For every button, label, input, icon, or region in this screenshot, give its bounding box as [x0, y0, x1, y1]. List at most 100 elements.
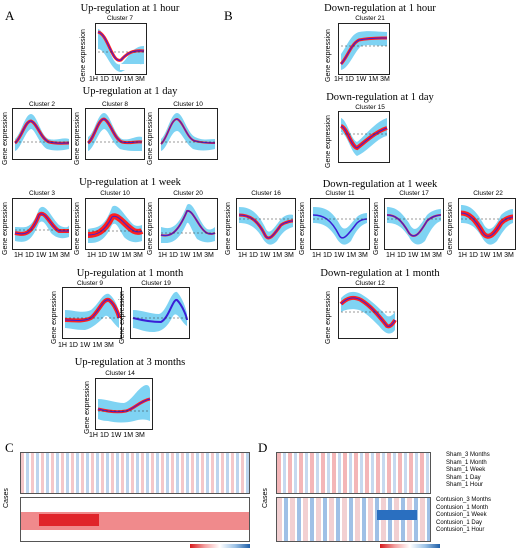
x-ticks-c10b: 1H 1D 1W 1M 3M [87, 252, 143, 259]
cases-label-d: Cases [262, 488, 269, 508]
x-ticks-c16: 1H 1D 1W 1M 3M [238, 252, 294, 259]
x-ticks-c9: 1H 1D 1W 1M 3M [58, 342, 114, 349]
cluster-title-21: Cluster 21 [355, 15, 385, 22]
profile-plot-16 [238, 207, 294, 245]
profile-plot-2 [13, 114, 70, 157]
panel-letter-b: B [224, 8, 233, 23]
section-title-down-1h: Down-regulation at 1 hour [324, 3, 436, 14]
heatmap-c-upper [20, 452, 250, 494]
panel-letter-c: C [5, 440, 14, 455]
cluster-title-15: Cluster 15 [355, 104, 385, 111]
heatmap-c-red-block [39, 514, 99, 526]
profile-plot-22 [460, 205, 514, 245]
section-title-down-1w: Down-regulation at 1 week [322, 179, 438, 190]
cluster-title-14: Cluster 14 [105, 370, 135, 377]
profile-plot-7 [97, 29, 145, 72]
y-label-c11: Gene expression [299, 202, 306, 255]
cluster-plot-17 [384, 198, 444, 250]
section-title-up-1h: Up-regulation at 1 hour [80, 3, 180, 14]
cluster-plot-7 [95, 23, 147, 75]
cluster-plot-14 [95, 378, 153, 430]
cluster-title-2: Cluster 2 [28, 101, 55, 108]
cluster-plot-22 [458, 198, 516, 250]
y-label-c7: Gene expression [80, 29, 87, 82]
section-title-up-1w: Up-regulation at 1 week [79, 177, 181, 188]
cluster-plot-10b [85, 198, 145, 250]
y-label-c15: Gene expression [325, 115, 332, 168]
colorbar-c [190, 544, 250, 548]
cluster-title-8: Cluster 8 [101, 101, 128, 108]
panel-letter-d: D [258, 440, 268, 455]
cluster-title-16: Cluster 16 [251, 190, 281, 197]
section-title-down-1m: Down-regulation at 1 month [320, 268, 440, 279]
y-label-c14: Gene expression [84, 381, 91, 434]
panel-letter-a: A [5, 8, 15, 23]
x-ticks-c17: 1H 1D 1W 1M 3M [386, 252, 442, 259]
y-label-c19: Gene expression [119, 291, 126, 344]
cluster-title-12: Cluster 12 [355, 280, 385, 287]
x-ticks-c14: 1H 1D 1W 1M 3M [89, 432, 145, 439]
cluster-title-11: Cluster 11 [325, 190, 355, 197]
cluster-title-10b: Cluster 10 [100, 190, 130, 197]
profile-plot-15 [339, 118, 388, 156]
cluster-plot-8 [85, 108, 145, 160]
cluster-title-7: Cluster 7 [106, 15, 133, 22]
y-label-c2: Gene expression [2, 112, 9, 165]
profile-plot-11 [312, 207, 368, 245]
x-ticks-c11: 1H 1D 1W 1M 3M [312, 252, 368, 259]
cluster-plot-12 [338, 287, 398, 339]
profile-plot-8 [86, 113, 143, 157]
x-ticks-c3: 1H 1D 1W 1M 3M [14, 252, 70, 259]
cluster-plot-3 [12, 198, 72, 250]
heatmap-d-blue-block [377, 510, 417, 520]
heatmap-d-lower [276, 497, 431, 542]
y-label-c12: Gene expression [325, 291, 332, 344]
section-title-up-1d: Up-regulation at 1 day [82, 86, 178, 97]
profile-plot-20 [160, 204, 216, 244]
y-label-c9: Gene expression [51, 291, 58, 344]
cluster-plot-19 [130, 287, 190, 339]
cluster-plot-15 [338, 111, 390, 163]
row-labels-contusion: Contusion_3 Months Contusion_1 Month Con… [436, 497, 492, 534]
cluster-title-19: Cluster 19 [141, 280, 171, 287]
profile-plot-14 [97, 385, 151, 423]
profile-plot-21 [339, 31, 388, 70]
x-ticks-c7: 1H 1D 1W 1M 3M [89, 76, 145, 83]
heatmap-c-lower [20, 497, 250, 542]
cluster-plot-21 [338, 23, 390, 75]
cluster-plot-11 [310, 198, 370, 250]
cases-label-c: Cases [3, 488, 10, 508]
profile-plot-17 [386, 207, 442, 245]
heatmap-d-upper [276, 452, 431, 494]
cluster-plot-9 [62, 287, 122, 339]
cluster-title-22: Cluster 22 [473, 190, 503, 197]
cluster-title-17: Cluster 17 [399, 190, 429, 197]
y-label-c10a: Gene expression [147, 112, 154, 165]
profile-plot-19 [132, 291, 188, 332]
cluster-title-20: Cluster 20 [173, 190, 203, 197]
cluster-plot-10a [158, 108, 218, 160]
y-label-c21: Gene expression [325, 29, 332, 82]
x-ticks-c21: 1H 1D 1W 1M 3M [334, 76, 390, 83]
y-label-c3: Gene expression [2, 202, 9, 255]
cluster-plot-2 [12, 108, 72, 160]
cluster-title-10a: Cluster 10 [173, 101, 203, 108]
section-title-down-1d: Down-regulation at 1 day [326, 92, 434, 103]
y-label-c17: Gene expression [373, 202, 380, 255]
y-label-c16: Gene expression [225, 202, 232, 255]
y-label-c20: Gene expression [147, 202, 154, 255]
profile-plot-3 [14, 206, 69, 242]
profile-plot-10b [87, 205, 144, 243]
x-ticks-c20: 1H 1D 1W 1M 3M [158, 252, 214, 259]
cluster-plot-20 [158, 198, 218, 250]
colorbar-d [380, 544, 440, 548]
cluster-title-9: Cluster 9 [76, 280, 103, 287]
section-title-up-1m: Up-regulation at 1 month [76, 268, 184, 279]
y-label-c10b: Gene expression [74, 202, 81, 255]
profile-plot-9 [64, 293, 121, 330]
profile-plot-12 [339, 291, 397, 334]
x-ticks-c22: 1H 1D 1W 1M 3M [458, 252, 514, 259]
profile-plot-10a [160, 113, 216, 151]
y-label-c8: Gene expression [74, 112, 81, 165]
y-label-c22: Gene expression [447, 202, 454, 255]
